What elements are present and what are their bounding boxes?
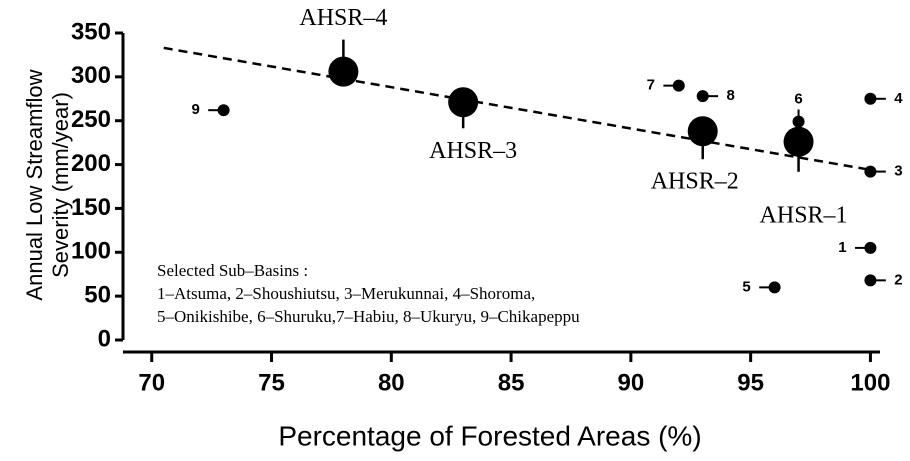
point-label: 9 <box>191 101 199 118</box>
point-label: 2 <box>894 271 902 288</box>
y-tick-label: 300 <box>71 62 111 89</box>
point-label: AHSR–2 <box>651 169 739 195</box>
y-axis-label: Severity (mm/year) <box>48 92 73 278</box>
y-tick-label: 100 <box>71 238 111 265</box>
point <box>864 274 877 287</box>
x-tick-label: 70 <box>138 369 165 396</box>
x-axis-label: Percentage of Forested Areas (%) <box>278 420 701 451</box>
point-label: 5 <box>742 278 750 295</box>
point-label: 1 <box>838 239 846 256</box>
point <box>864 92 877 105</box>
y-tick-label: 50 <box>84 281 111 308</box>
point-label: 3 <box>894 163 902 180</box>
point-label: AHSR–4 <box>299 5 387 31</box>
point <box>783 126 814 157</box>
y-tick-label: 350 <box>71 18 111 45</box>
x-tick-label: 95 <box>737 369 764 396</box>
point <box>217 104 230 117</box>
legend-text: 1–Atsuma, 2–Shoushiutsu, 3–Merukunnai, 4… <box>157 284 535 303</box>
point-label: AHSR–3 <box>429 138 517 164</box>
point <box>448 87 479 118</box>
point <box>792 115 805 128</box>
point <box>672 79 685 92</box>
x-tick-label: 80 <box>378 369 405 396</box>
y-tick-label: 0 <box>98 325 111 352</box>
legend-title: Selected Sub–Basins : <box>157 261 308 280</box>
y-tick-label: 150 <box>71 194 111 221</box>
point <box>768 281 781 294</box>
point <box>328 56 359 87</box>
point <box>687 116 718 147</box>
legend-text: 5–Onikishibe, 6–Shuruku,7–Habiu, 8–Ukury… <box>157 307 580 326</box>
y-tick-label: 250 <box>71 106 111 133</box>
point-label: AHSR–1 <box>760 202 848 228</box>
point-label: 6 <box>794 91 802 108</box>
x-tick-label: 75 <box>258 369 285 396</box>
point <box>696 90 709 103</box>
y-axis-label: Annual Low Streamflow <box>22 69 47 300</box>
point-label: 7 <box>647 77 655 94</box>
y-tick-label: 200 <box>71 150 111 177</box>
point-label: 8 <box>727 87 735 104</box>
point <box>864 241 877 254</box>
x-tick-label: 90 <box>618 369 645 396</box>
x-tick-label: 85 <box>498 369 525 396</box>
point <box>864 165 877 178</box>
x-tick-label: 100 <box>850 369 890 396</box>
point-label: 4 <box>894 90 903 107</box>
